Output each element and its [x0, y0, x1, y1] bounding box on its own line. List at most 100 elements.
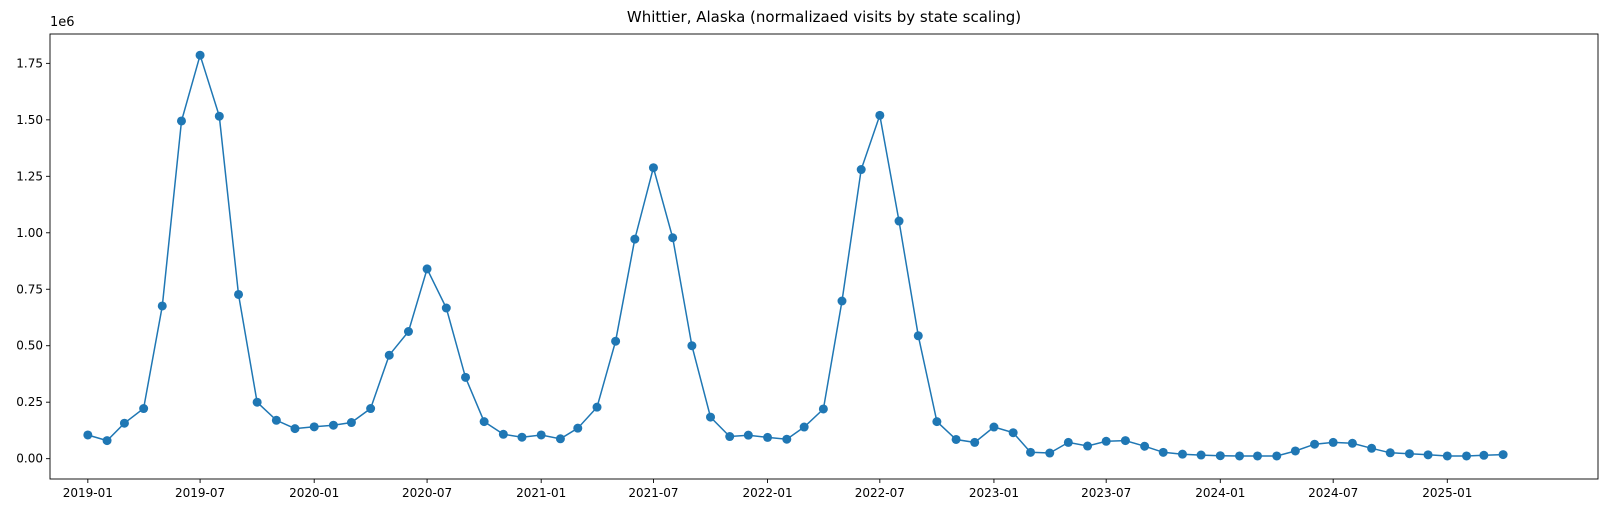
data-point	[1310, 439, 1320, 449]
data-point	[461, 372, 471, 382]
x-tick-label: 2025-01	[1422, 486, 1472, 500]
data-point	[875, 110, 885, 120]
x-tick-label: 2023-01	[969, 486, 1019, 500]
y-tick-label: 1.50	[16, 113, 43, 127]
x-tick-label: 2020-01	[289, 486, 339, 500]
data-point	[1290, 446, 1300, 456]
x-tick-label: 2024-01	[1195, 486, 1245, 500]
data-point	[668, 233, 678, 243]
x-tick-label: 2023-07	[1081, 486, 1131, 500]
data-point	[252, 397, 262, 407]
data-point	[932, 417, 942, 427]
data-point	[1140, 441, 1150, 451]
data-point	[1462, 451, 1472, 461]
data-point	[1385, 448, 1395, 458]
y-tick-label: 1.75	[16, 56, 43, 70]
plot-frame	[49, 33, 1599, 480]
data-point	[309, 422, 319, 432]
data-point	[403, 326, 413, 336]
data-point	[384, 350, 394, 360]
data-point	[913, 331, 923, 341]
x-tick-label: 2019-01	[63, 486, 113, 500]
data-point	[441, 303, 451, 313]
data-point	[157, 301, 167, 311]
y-tick-label: 1.00	[16, 226, 43, 240]
data-point	[346, 418, 356, 428]
data-point	[1235, 451, 1245, 461]
y-offset-label: 1e6	[50, 15, 75, 30]
data-point	[706, 412, 716, 422]
data-point	[837, 296, 847, 306]
series-line	[87, 52, 1504, 457]
y-tick-label: 0.50	[16, 339, 43, 353]
data-point	[1120, 436, 1130, 446]
data-point	[743, 430, 753, 440]
data-point	[1367, 443, 1377, 453]
data-point	[536, 430, 546, 440]
data-point	[479, 417, 489, 427]
x-axis: 2019-01 2019-07 2020-01 2020-07 2021-01 2021-…	[63, 479, 1472, 500]
x-tick-label: 2021-07	[628, 486, 678, 500]
data-point	[970, 437, 980, 447]
data-point	[1026, 447, 1036, 457]
data-point	[139, 404, 149, 414]
data-point	[176, 116, 186, 126]
x-tick-label: 2021-01	[516, 486, 566, 500]
data-point	[1215, 451, 1225, 461]
data-point	[1063, 437, 1073, 447]
data-point	[195, 50, 205, 60]
data-point	[214, 111, 224, 121]
data-point	[1008, 428, 1018, 438]
data-point	[1177, 449, 1187, 459]
data-point	[648, 163, 658, 173]
y-axis: 0.00 0.25 0.50 0.75 1.00 1.25 1.50 1.75	[16, 56, 50, 466]
data-point	[102, 436, 112, 446]
data-point	[498, 429, 508, 439]
data-point	[1479, 450, 1489, 460]
y-tick-label: 0.75	[16, 282, 43, 296]
data-point	[1423, 450, 1433, 460]
data-point	[1272, 451, 1282, 461]
data-point	[234, 289, 244, 299]
x-tick-label: 2020-07	[402, 486, 452, 500]
data-point	[555, 434, 565, 444]
data-point	[1347, 438, 1357, 448]
data-point	[1101, 436, 1111, 446]
data-point	[818, 404, 828, 414]
data-point	[271, 415, 281, 425]
data-point	[989, 422, 999, 432]
data-point	[725, 432, 735, 442]
chart-title: Whittier, Alaska (normalizaed visits by …	[627, 8, 1021, 26]
data-point	[1158, 447, 1168, 457]
data-point	[290, 424, 300, 434]
data-point	[1083, 441, 1093, 451]
data-point	[799, 422, 809, 432]
series-layer	[83, 50, 1508, 461]
x-tick-label: 2019-07	[175, 486, 225, 500]
data-point	[366, 404, 376, 414]
x-tick-label: 2022-01	[742, 486, 792, 500]
data-point	[1253, 451, 1263, 461]
data-point	[83, 430, 93, 440]
data-point	[611, 336, 621, 346]
data-point	[856, 165, 866, 175]
y-tick-label: 1.25	[16, 169, 43, 183]
data-point	[630, 234, 640, 244]
y-tick-label: 0.00	[16, 452, 43, 466]
data-point	[592, 402, 602, 412]
data-point	[422, 264, 432, 274]
data-point	[573, 423, 583, 433]
y-tick-label: 0.25	[16, 395, 43, 409]
data-point	[1045, 448, 1055, 458]
data-point	[763, 432, 773, 442]
data-point	[328, 420, 338, 430]
x-tick-label: 2022-07	[855, 486, 905, 500]
data-point	[1404, 449, 1414, 459]
data-point	[517, 432, 527, 442]
data-point	[782, 434, 792, 444]
x-tick-label: 2024-07	[1308, 486, 1358, 500]
data-point	[951, 434, 961, 444]
data-point	[1196, 450, 1206, 460]
data-point	[894, 216, 904, 226]
